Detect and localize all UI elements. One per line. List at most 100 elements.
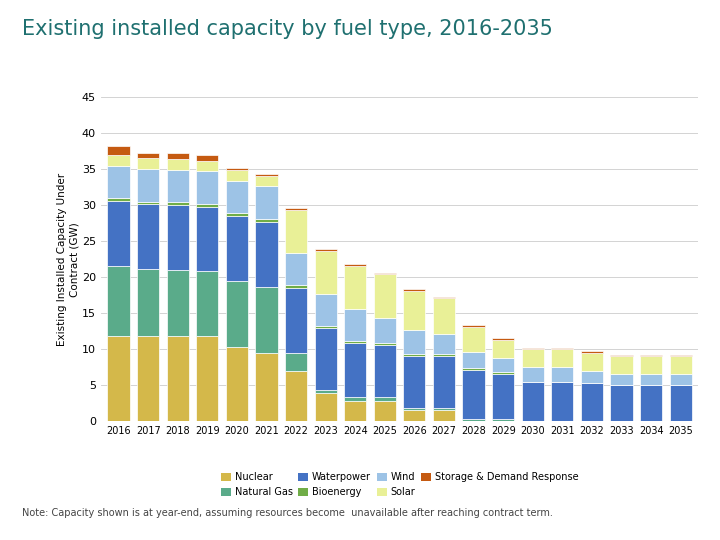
Bar [315, 393, 337, 421]
Bar [137, 336, 159, 421]
Bar [197, 207, 218, 272]
Bar [403, 330, 426, 354]
Bar [256, 176, 278, 186]
Bar [552, 349, 573, 367]
Bar [226, 170, 248, 181]
Bar [256, 186, 278, 219]
Bar [640, 355, 662, 356]
Bar [552, 367, 573, 382]
Bar [462, 370, 485, 419]
Bar [492, 358, 514, 372]
Bar [670, 355, 692, 356]
Bar [640, 374, 662, 385]
Bar [521, 349, 544, 367]
Bar [344, 264, 366, 266]
Bar [285, 288, 307, 353]
Bar [197, 272, 218, 336]
Bar [374, 273, 396, 274]
Bar [256, 174, 278, 176]
Bar [492, 340, 514, 358]
Bar [107, 201, 130, 266]
Bar [374, 345, 396, 397]
Bar [107, 155, 130, 166]
Bar [315, 328, 337, 389]
Bar [374, 401, 396, 421]
Bar [670, 356, 692, 374]
Bar [611, 355, 633, 356]
Bar [197, 160, 218, 171]
Y-axis label: Existing Installed Capacity Under
Contract (GW): Existing Installed Capacity Under Contra… [58, 173, 79, 346]
Bar [166, 170, 189, 202]
Bar [403, 289, 426, 291]
Bar [197, 155, 218, 160]
Bar [197, 171, 218, 204]
Bar [611, 385, 633, 421]
Bar [166, 336, 189, 421]
Bar [403, 356, 426, 408]
Bar [433, 298, 455, 334]
Bar [374, 397, 396, 401]
Bar [521, 367, 544, 382]
Bar [433, 296, 455, 298]
Bar [403, 291, 426, 330]
Bar [581, 353, 603, 371]
Bar [670, 385, 692, 421]
Bar [166, 159, 189, 170]
Bar [492, 339, 514, 340]
Bar [403, 408, 426, 410]
Bar [226, 281, 248, 347]
Bar [552, 348, 573, 349]
Bar [107, 146, 130, 155]
Text: Note: Capacity shown is at year-end, assuming resources become  unavailable afte: Note: Capacity shown is at year-end, ass… [22, 508, 552, 518]
Bar [492, 374, 514, 419]
Bar [256, 222, 278, 287]
Bar [611, 356, 633, 374]
Bar [344, 341, 366, 343]
Bar [107, 166, 130, 198]
Bar [344, 309, 366, 341]
Bar [226, 213, 248, 216]
Bar [521, 382, 544, 421]
Bar [374, 274, 396, 318]
Bar [433, 408, 455, 410]
Bar [166, 270, 189, 336]
Bar [344, 397, 366, 401]
Bar [166, 205, 189, 270]
Bar [521, 348, 544, 349]
Bar [403, 410, 426, 421]
Bar [374, 343, 396, 345]
Bar [285, 371, 307, 421]
Bar [492, 372, 514, 374]
Bar [285, 253, 307, 285]
Bar [433, 356, 455, 408]
Bar [581, 383, 603, 421]
Bar [403, 354, 426, 356]
Bar [344, 401, 366, 421]
Bar [256, 287, 278, 353]
Bar [285, 208, 307, 210]
Bar [640, 356, 662, 374]
Bar [107, 336, 130, 421]
Bar [226, 181, 248, 213]
Bar [552, 382, 573, 421]
Bar [611, 374, 633, 385]
Bar [285, 210, 307, 253]
Bar [462, 326, 485, 327]
Bar [462, 368, 485, 370]
Bar [315, 389, 337, 393]
Bar [374, 318, 396, 343]
Bar [344, 343, 366, 397]
Bar [256, 353, 278, 421]
Legend: Nuclear, Natural Gas, Waterpower, Bioenergy, Wind, Solar, Storage & Demand Respo: Nuclear, Natural Gas, Waterpower, Bioene… [217, 468, 582, 501]
Bar [670, 374, 692, 385]
Bar [226, 347, 248, 421]
Bar [315, 251, 337, 294]
Bar [285, 285, 307, 288]
Bar [226, 168, 248, 170]
Bar [166, 202, 189, 205]
Bar [137, 169, 159, 201]
Bar [256, 219, 278, 222]
Bar [462, 327, 485, 352]
Bar [581, 371, 603, 383]
Text: Existing installed capacity by fuel type, 2016-2035: Existing installed capacity by fuel type… [22, 19, 552, 39]
